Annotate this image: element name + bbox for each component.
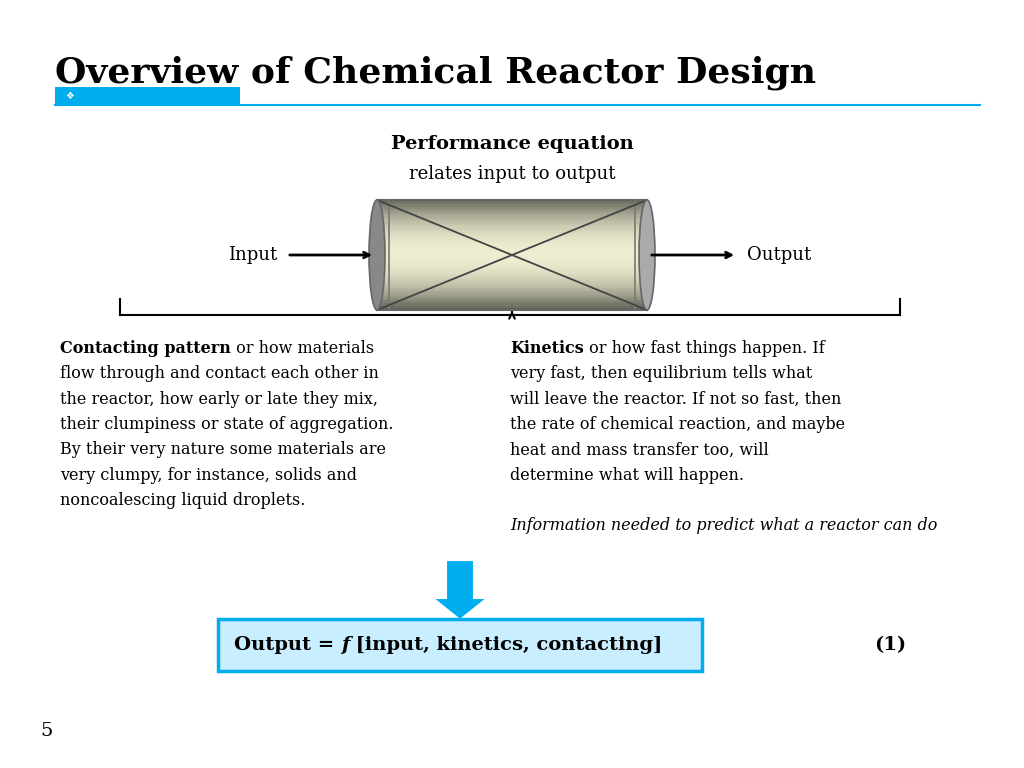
- Bar: [377, 213, 647, 215]
- Bar: [377, 257, 647, 260]
- Bar: [377, 254, 647, 257]
- Bar: [377, 243, 647, 247]
- Ellipse shape: [369, 200, 385, 310]
- Text: Performance equation: Performance equation: [390, 135, 634, 153]
- Text: Input: Input: [227, 246, 278, 264]
- Bar: [377, 274, 647, 277]
- Bar: [377, 307, 647, 310]
- Text: the reactor, how early or late they mix,: the reactor, how early or late they mix,: [60, 391, 378, 408]
- Bar: [377, 299, 647, 301]
- Bar: [377, 208, 647, 211]
- Bar: [377, 253, 647, 255]
- Bar: [377, 263, 647, 266]
- Text: relates input to output: relates input to output: [409, 165, 615, 183]
- Bar: [377, 276, 647, 280]
- Bar: [377, 206, 647, 209]
- Bar: [377, 200, 647, 310]
- Bar: [377, 290, 647, 293]
- Bar: [377, 305, 647, 308]
- Bar: [377, 241, 647, 244]
- Text: very clumpy, for instance, solids and: very clumpy, for instance, solids and: [60, 467, 357, 484]
- Bar: [377, 301, 647, 303]
- Bar: [377, 233, 647, 235]
- Text: f: f: [341, 636, 349, 654]
- Bar: [377, 285, 647, 288]
- Text: determine what will happen.: determine what will happen.: [510, 467, 744, 484]
- Bar: [377, 296, 647, 299]
- Bar: [377, 266, 647, 268]
- Text: 5: 5: [40, 722, 52, 740]
- Text: flow through and contact each other in: flow through and contact each other in: [60, 366, 379, 382]
- Text: [input, kinetics, contacting]: [input, kinetics, contacting]: [349, 636, 663, 654]
- Bar: [377, 283, 647, 286]
- Bar: [377, 215, 647, 217]
- Bar: [377, 279, 647, 281]
- Bar: [377, 200, 647, 202]
- Bar: [377, 223, 647, 227]
- Bar: [377, 261, 647, 263]
- Bar: [377, 294, 647, 296]
- Text: or how materials: or how materials: [230, 340, 374, 357]
- Text: Output: Output: [746, 246, 811, 264]
- Text: heat and mass transfer too, will: heat and mass transfer too, will: [510, 442, 769, 458]
- Text: noncoalescing liquid droplets.: noncoalescing liquid droplets.: [60, 492, 305, 509]
- Text: the rate of chemical reaction, and maybe: the rate of chemical reaction, and maybe: [510, 416, 845, 433]
- Bar: [377, 230, 647, 233]
- Text: very fast, then equilibrium tells what: very fast, then equilibrium tells what: [510, 366, 812, 382]
- Bar: [377, 281, 647, 283]
- Bar: [377, 217, 647, 220]
- Text: Information needed to predict what a reactor can do: Information needed to predict what a rea…: [510, 518, 937, 535]
- Text: will leave the reactor. If not so fast, then: will leave the reactor. If not so fast, …: [510, 391, 842, 408]
- Text: Overview of Chemical Reactor Design: Overview of Chemical Reactor Design: [55, 55, 816, 90]
- Text: ❖: ❖: [65, 91, 74, 101]
- Text: By their very nature some materials are: By their very nature some materials are: [60, 442, 386, 458]
- Bar: [377, 202, 647, 204]
- Bar: [377, 221, 647, 224]
- Bar: [377, 268, 647, 270]
- Bar: [377, 270, 647, 273]
- FancyBboxPatch shape: [218, 619, 702, 671]
- Bar: [377, 226, 647, 229]
- Text: Kinetics: Kinetics: [510, 340, 584, 357]
- Bar: [377, 237, 647, 240]
- Text: Output =: Output =: [234, 636, 341, 654]
- Ellipse shape: [639, 200, 655, 310]
- Bar: [377, 210, 647, 214]
- Bar: [377, 287, 647, 290]
- Text: or how fast things happen. If: or how fast things happen. If: [584, 340, 824, 357]
- Bar: [377, 250, 647, 253]
- Bar: [377, 239, 647, 242]
- Bar: [377, 235, 647, 237]
- Bar: [377, 204, 647, 207]
- Bar: [377, 272, 647, 275]
- Bar: [377, 246, 647, 248]
- Text: (1): (1): [873, 636, 906, 654]
- Bar: [377, 220, 647, 222]
- Bar: [55, 87, 240, 105]
- Bar: [377, 303, 647, 306]
- Bar: [377, 292, 647, 295]
- Text: their clumpiness or state of aggregation.: their clumpiness or state of aggregation…: [60, 416, 393, 433]
- Bar: [377, 259, 647, 262]
- FancyArrow shape: [432, 560, 487, 620]
- Text: Contacting pattern: Contacting pattern: [60, 340, 230, 357]
- Bar: [377, 228, 647, 231]
- Bar: [377, 248, 647, 250]
